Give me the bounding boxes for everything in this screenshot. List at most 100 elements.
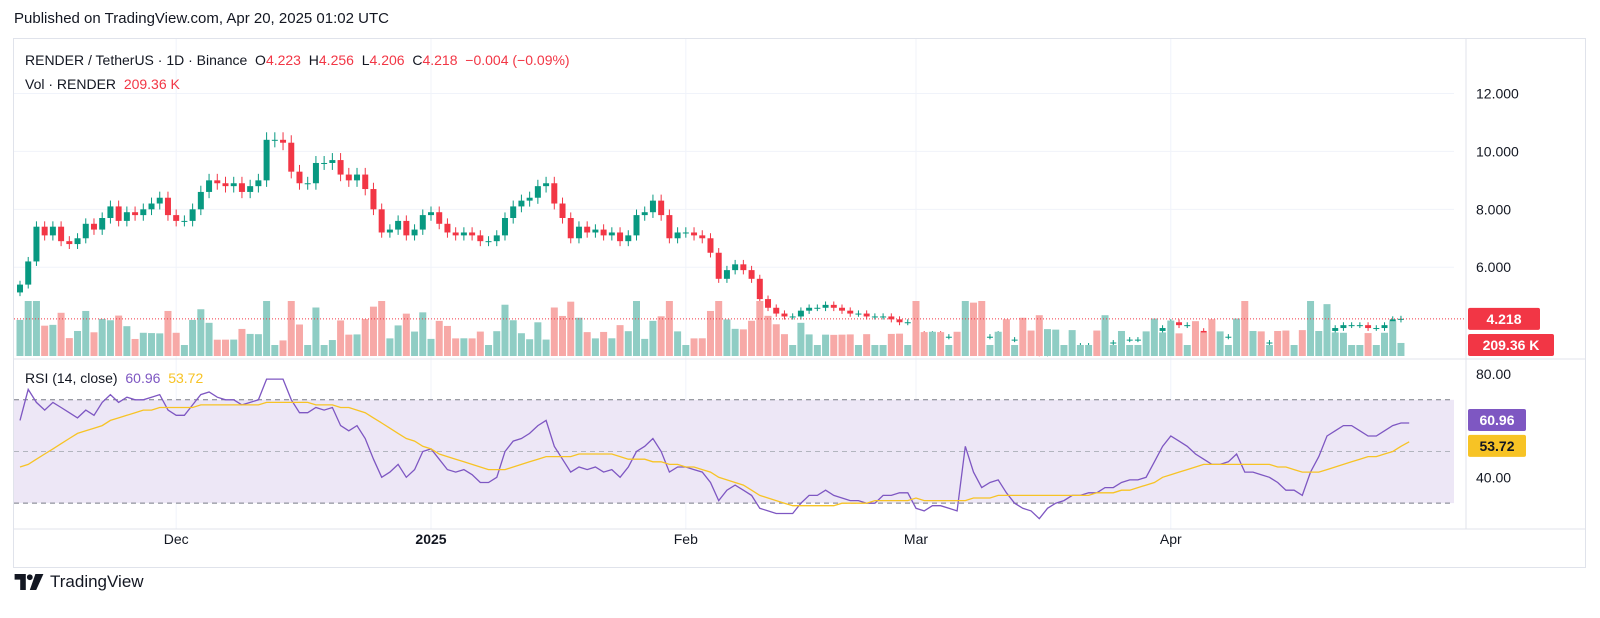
candle — [699, 230, 706, 244]
volume-bar — [706, 310, 714, 356]
candle-body — [526, 197, 533, 201]
volume-bar — [238, 328, 246, 356]
candle-body — [600, 229, 607, 236]
volume-bar — [1381, 332, 1389, 356]
rsi-axis-label: 80.00 — [1476, 366, 1511, 382]
time-axis-label-mar: Mar — [904, 531, 928, 547]
volume-bar — [871, 345, 879, 356]
rsi-ma-value-tag — [1468, 434, 1526, 457]
tradingview-brand[interactable]: TradingView — [14, 572, 144, 592]
volume-bar — [559, 315, 567, 356]
volume-bar — [172, 332, 180, 356]
rsi-label[interactable]: RSI (14, close) — [25, 370, 118, 386]
candle — [493, 230, 500, 247]
volume-bar — [427, 338, 435, 356]
candle-body — [1176, 322, 1183, 326]
candle-body — [263, 139, 270, 181]
volume-bar — [222, 339, 229, 356]
candle-body — [534, 186, 541, 198]
candle — [839, 304, 845, 314]
volume-bar — [1035, 315, 1043, 356]
candle — [551, 176, 558, 210]
volume-bar — [271, 345, 279, 356]
candle — [765, 295, 772, 312]
candle-body — [567, 218, 574, 239]
candle — [1134, 337, 1141, 343]
candle-body — [345, 174, 352, 181]
candle-body — [1011, 339, 1018, 341]
volume-bar — [1019, 317, 1027, 356]
candle-body — [460, 232, 467, 236]
volume-bar — [312, 307, 320, 356]
candle-body — [625, 235, 632, 242]
rsi-value-label: 60.96 — [1479, 412, 1514, 428]
rsi-ma-value: 53.72 — [168, 370, 204, 386]
candle — [255, 173, 262, 193]
candle-body — [132, 212, 139, 216]
candle — [1348, 322, 1355, 329]
candle — [526, 191, 533, 207]
volume-label[interactable]: Vol · RENDER — [25, 76, 117, 92]
volume-bar — [49, 324, 57, 356]
volume-bar — [517, 333, 525, 356]
candle — [1365, 322, 1372, 331]
candle — [280, 132, 287, 151]
volume-bar — [772, 324, 780, 356]
price-axis-label: 6.000 — [1476, 259, 1511, 275]
candle-body — [477, 235, 484, 242]
candle — [1332, 325, 1339, 334]
chart-frame[interactable]: Dec 2025 Feb Mar Apr 12.000 10.000 8.000 6.000 4.… — [13, 38, 1586, 568]
candle-body — [1266, 342, 1273, 344]
candle — [312, 156, 319, 190]
volume-bar — [789, 345, 797, 356]
candle-body — [337, 160, 344, 175]
candle-body — [617, 232, 624, 242]
candle-body — [501, 218, 508, 236]
tradingview-logo-icon — [14, 574, 44, 590]
candle — [543, 176, 550, 193]
volume-bar — [1159, 332, 1167, 356]
volume-bar — [254, 334, 262, 356]
volume-bar — [764, 315, 772, 356]
candle — [756, 274, 763, 303]
volume-bar — [1389, 321, 1397, 356]
candle — [674, 227, 681, 244]
symbol-title[interactable]: RENDER / TetherUS · 1D · Binance — [25, 52, 248, 68]
volume-bar — [583, 332, 591, 356]
candle-body — [682, 232, 689, 234]
candle-body — [66, 241, 73, 245]
volume-bar — [460, 338, 468, 356]
candle-body — [699, 235, 706, 239]
candle-body — [986, 336, 993, 338]
volume-bar — [205, 322, 213, 356]
volume-bar — [920, 332, 928, 356]
candle — [370, 182, 377, 216]
volume-bar — [189, 319, 197, 356]
candle — [345, 167, 352, 187]
candle-body — [354, 174, 361, 181]
volume-group — [16, 301, 1405, 356]
candle — [1266, 340, 1273, 345]
volume-bar — [304, 345, 312, 356]
candle-body — [773, 307, 780, 314]
candle — [362, 167, 369, 196]
candle-body — [732, 264, 739, 271]
candle — [485, 236, 492, 247]
volume-bar — [452, 338, 460, 356]
open-value: 4.223 — [265, 52, 301, 68]
candle — [321, 156, 328, 170]
candle-body — [518, 200, 525, 207]
chart-canvas[interactable]: Dec 2025 Feb Mar Apr 12.000 10.000 8.000 6.000 4.… — [14, 39, 1585, 567]
volume-bar — [1241, 301, 1249, 356]
volume-bar — [953, 331, 961, 356]
volume-bar — [994, 331, 1002, 356]
candle-body — [296, 171, 303, 184]
volume-bar — [723, 319, 731, 356]
candle — [469, 227, 476, 241]
volume-bar — [493, 331, 501, 356]
candle-body — [806, 307, 813, 311]
candle — [395, 215, 402, 235]
candle-body — [123, 212, 130, 221]
candle — [107, 200, 114, 224]
candle-body — [493, 235, 500, 242]
